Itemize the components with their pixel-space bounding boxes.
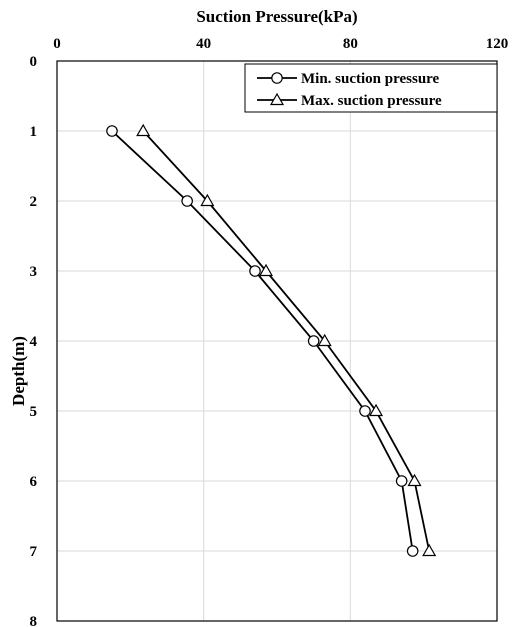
- legend-label: Max. suction pressure: [301, 93, 442, 109]
- y-tick-label: 4: [30, 334, 38, 350]
- triangle-marker: [200, 193, 215, 207]
- legend-label: Min. suction pressure: [301, 71, 440, 87]
- triangle-marker: [368, 403, 384, 417]
- y-tick-labels: 0 1 2 3 4 5 6 7 8: [30, 54, 38, 627]
- y-tick-label: 8: [30, 614, 38, 627]
- x-tick-labels: 0 40 80 120: [53, 36, 508, 52]
- legend-item: Min. suction pressure: [257, 71, 440, 87]
- legend-triangle-icon: [269, 92, 285, 106]
- grid-lines: [56, 60, 498, 622]
- plot-frame: [56, 60, 498, 622]
- circle-marker: [106, 125, 118, 137]
- circle-marker: [249, 265, 261, 277]
- series-triangle: [136, 123, 437, 557]
- triangle-marker: [407, 473, 422, 487]
- circle-marker: [307, 335, 320, 347]
- x-tick-label: 120: [486, 36, 509, 52]
- y-tick-label: 3: [30, 264, 38, 280]
- y-tick-label: 1: [30, 124, 38, 140]
- y-tick-label: 5: [30, 404, 38, 420]
- y-tick-label: 6: [30, 474, 38, 490]
- series-layer: [106, 123, 437, 557]
- x-tick-label: 80: [343, 36, 358, 52]
- triangle-marker: [422, 543, 437, 557]
- x-tick-label: 40: [196, 36, 211, 52]
- legend-box: [244, 63, 498, 113]
- y-tick-label: 2: [30, 194, 38, 210]
- triangle-marker: [317, 333, 332, 347]
- circle-marker: [181, 195, 193, 207]
- triangle-marker: [258, 263, 274, 277]
- x-axis-title: Suction Pressure(kPa): [196, 7, 357, 26]
- triangle-marker: [136, 123, 151, 137]
- circle-marker: [395, 475, 408, 487]
- y-axis-title: Depth(m): [9, 336, 28, 406]
- legend-circle-icon: [271, 72, 283, 84]
- circle-marker: [359, 405, 371, 417]
- series-circle: [106, 125, 419, 557]
- legend-item: Max. suction pressure: [257, 92, 442, 109]
- circle-marker: [406, 545, 419, 557]
- x-tick-label: 0: [53, 36, 61, 52]
- legend: Min. suction pressure Max. suction pressu…: [244, 63, 498, 113]
- y-tick-label: 0: [30, 54, 38, 70]
- y-tick-label: 7: [30, 544, 38, 560]
